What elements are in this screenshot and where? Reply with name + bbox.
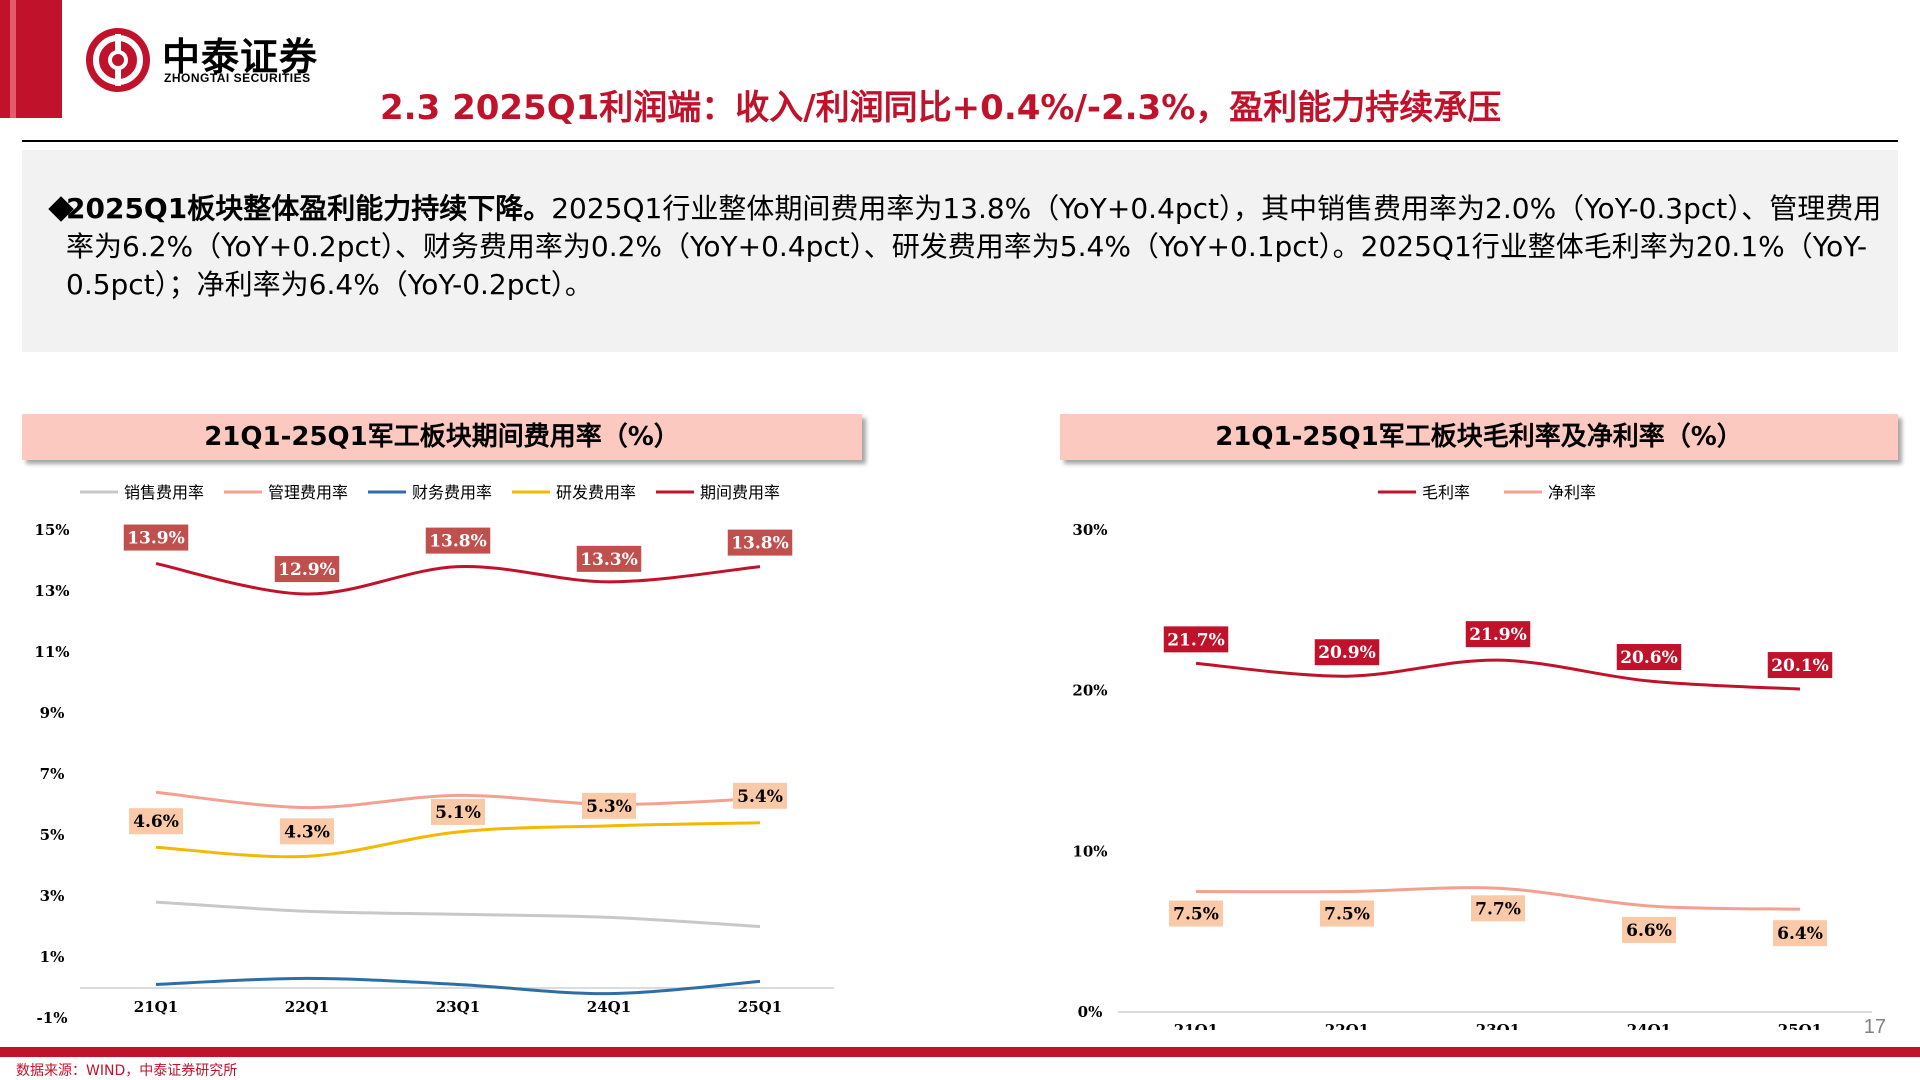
footer-rule [0,1047,1920,1057]
data-label: 20.9% [1318,643,1376,663]
data-label-bg [425,527,491,554]
logo-mark-icon [86,28,150,92]
x-tick-label: 21Q1 [1174,1021,1218,1030]
data-label: 13.3% [580,550,638,570]
chart-margin-title: 21Q1-25Q1军工板块毛利率及净利率（%） [1060,414,1898,460]
legend-label: 净利率 [1548,483,1596,502]
series-line [1195,886,1801,911]
series-line [155,790,761,810]
legend-label: 期间费用率 [700,483,780,502]
data-label-bg [1773,920,1827,947]
data-label-bg [1163,626,1229,653]
data-label: 6.4% [1777,924,1823,944]
x-tick-label: 23Q1 [436,998,480,1016]
data-label-bg [727,529,793,556]
chart-legend: 毛利率 净利率 [1378,483,1596,502]
corner-accent-bar [0,0,62,118]
data-label-bg [280,818,334,845]
x-tick-label: 24Q1 [1627,1021,1671,1030]
data-label: 5.3% [586,797,632,817]
data-label-bg [576,545,642,572]
data-label-bg [1320,900,1374,927]
x-tick-label: 24Q1 [587,998,631,1016]
x-tick-label: 22Q1 [285,998,329,1016]
y-tick-label: 13% [34,582,69,600]
summary-body: 2025Q1行业整体期间费用率为13.8%（YoY+0.4pct），其中销售费用… [66,192,1882,301]
x-tick-label: 23Q1 [1476,1021,1520,1030]
legend-label: 毛利率 [1422,483,1470,502]
series-line [155,976,761,996]
series-line [155,562,761,596]
y-tick-label: 7% [40,765,65,783]
y-tick-label: 15% [34,521,69,539]
data-label: 13.9% [127,529,185,549]
title-divider [22,140,1898,142]
data-label-bg [123,524,189,551]
data-label: 13.8% [731,534,789,554]
series-line [155,821,761,859]
logo-name-en: ZHONGTAI SECURITIES [164,71,311,85]
x-tick-label: 22Q1 [1325,1021,1369,1030]
data-label-bg [1471,895,1525,922]
legend-label: 研发费用率 [556,483,636,502]
data-label: 12.9% [278,560,336,580]
y-tick-label: 11% [34,643,69,661]
y-tick-label: 5% [40,826,65,844]
data-label-bg [1767,652,1833,679]
y-tick-label: 1% [40,948,65,966]
data-label: 7.5% [1173,905,1219,925]
data-label-bg [431,798,485,825]
series-line [1195,658,1801,691]
data-label: 6.6% [1626,921,1672,941]
data-label: 7.5% [1324,905,1370,925]
y-tick-label: 10% [1072,842,1107,860]
y-tick-label: 3% [40,887,65,905]
data-label-bg [129,808,183,835]
x-tick-label: 21Q1 [134,998,178,1016]
data-label: 4.6% [133,812,179,832]
data-label-bg [582,792,636,819]
data-label: 4.3% [284,822,330,842]
legend-label: 管理费用率 [268,483,348,502]
y-tick-label: 30% [1072,521,1107,539]
legend-label: 财务费用率 [412,483,492,502]
y-tick-label: 9% [40,704,65,722]
chart-legend: 销售费用率 管理费用率 财务费用率 研发费用率 期间费用率 [80,483,780,502]
y-tick-label: 0% [1078,1003,1103,1021]
margin-chart: 毛利率 净利率 30% 20% 10% 0% 21Q1 22Q1 23Q1 24Q1 25Q1 21.… [1072,483,1872,1030]
summary-box: 2025Q1板块整体盈利能力持续下降。2025Q1行业整体期间费用率为13.8%… [22,150,1898,352]
data-label: 13.8% [429,532,487,552]
legend-label: 销售费用率 [124,483,204,502]
data-label: 21.9% [1469,625,1527,645]
data-label: 5.1% [435,803,481,823]
expense-ratio-chart: 销售费用率 管理费用率 财务费用率 研发费用率 期间费用率 15% 13% 11% 9% 7% 5%… [34,483,834,1027]
page-number: 17 [1863,1016,1886,1038]
y-tick-label: 20% [1072,682,1107,700]
data-label: 5.4% [737,787,783,807]
data-label-bg [1465,621,1531,648]
data-label-bg [274,556,340,583]
data-label-bg [1622,916,1676,943]
data-source: 数据来源：WIND，中泰证券研究所 [16,1063,238,1079]
chart-expense-title: 21Q1-25Q1军工板块期间费用率（%） [22,414,862,460]
data-label: 7.7% [1475,899,1521,919]
y-tick-label: -1% [37,1009,68,1027]
data-label: 20.6% [1620,648,1678,668]
summary-text: 2025Q1板块整体盈利能力持续下降。2025Q1行业整体期间费用率为13.8%… [66,190,1884,304]
x-tick-label: 25Q1 [1778,1021,1822,1030]
data-label-bg [733,782,787,809]
data-label-bg [1169,900,1223,927]
summary-lead: 2025Q1板块整体盈利能力持续下降。 [66,192,552,225]
data-label: 20.1% [1771,656,1829,676]
logo-name-cn: 中泰证券 [162,35,319,79]
data-label: 21.7% [1167,630,1225,650]
series-line [155,900,761,928]
data-label-bg [1616,644,1682,671]
x-tick-label: 25Q1 [738,998,782,1016]
data-label-bg [1314,639,1380,666]
page-title: 2.3 2025Q1利润端：收入/利润同比+0.4%/-2.3%，盈利能力持续承… [380,88,1502,128]
